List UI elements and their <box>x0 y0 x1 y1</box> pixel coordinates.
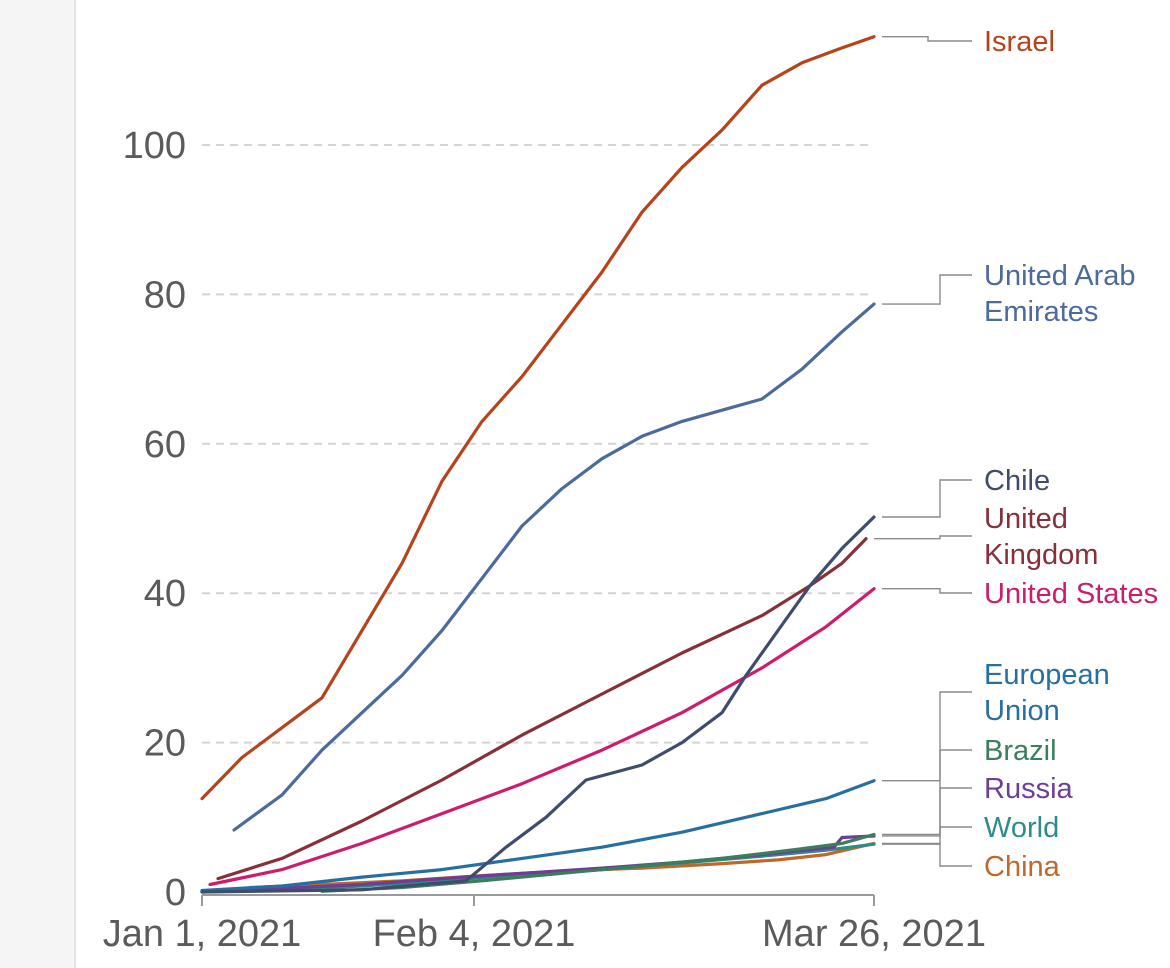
legend-label-israel: Israel <box>984 26 1055 58</box>
legend-label-united-states: United States <box>984 578 1158 610</box>
legend-label-line: United States <box>984 578 1158 610</box>
legend-label-line: United <box>984 503 1068 535</box>
y-tick-label-60: 60 <box>144 424 186 466</box>
y-tick-label-20: 20 <box>144 723 186 765</box>
x-tick-label-0: Jan 1, 2021 <box>103 913 302 955</box>
legend-connector-united-kingdom <box>874 535 972 540</box>
legend-label-european-union: European Union <box>984 659 1110 727</box>
legend-label-brazil: Brazil <box>984 735 1057 767</box>
x-tick-label-1: Feb 4, 2021 <box>373 913 576 955</box>
grid <box>202 144 874 744</box>
legend-connector-israel <box>882 35 972 42</box>
legend-label-line: Russia <box>984 773 1074 805</box>
series-line-united-states <box>208 587 876 887</box>
legend-label-line: Kingdom <box>984 539 1098 571</box>
series-line-united-kingdom <box>216 537 868 881</box>
series-line-united-arab-emirates <box>232 302 876 832</box>
legend-label-chile: Chile <box>984 465 1050 497</box>
legend-connector-european-union <box>882 691 972 782</box>
legend-label-line: Union <box>984 695 1060 727</box>
y-tick-label-100: 100 <box>123 125 186 167</box>
y-tick-label-0: 0 <box>165 872 186 914</box>
legend-connector-china <box>882 842 972 867</box>
legend-label-line: Israel <box>984 26 1055 58</box>
legend-label-line: Emirates <box>984 296 1098 328</box>
legend-connector-united-arab-emirates <box>882 274 972 305</box>
legend-connector-world <box>882 826 972 845</box>
legend-label-world: World <box>984 812 1059 844</box>
x-tick-label-2: Mar 26, 2021 <box>762 913 986 955</box>
axes: 0 20 40 60 80 100 Jan 1, 2021 Feb 4, 2021 Mar 26… <box>103 125 986 955</box>
legend-label-line: European <box>984 659 1110 691</box>
legend-label-line: Brazil <box>984 735 1057 767</box>
legend-label-united-arab-emirates: United Arab Emirates <box>984 260 1136 328</box>
legend-label-china: China <box>984 851 1061 883</box>
legend-connector-chile <box>882 479 972 518</box>
legend-connector-russia <box>882 787 972 837</box>
legend-label-russia: Russia <box>984 773 1074 805</box>
legend-connector-united-states <box>882 588 972 594</box>
legend-connector-brazil <box>882 749 972 836</box>
legend: Israel United Arab Emirates Chile United King… <box>874 26 1158 883</box>
legend-label-line: World <box>984 812 1059 844</box>
legend-label-line: Chile <box>984 465 1050 497</box>
series <box>200 35 876 894</box>
y-tick-label-40: 40 <box>144 573 186 615</box>
legend-label-line: United Arab <box>984 260 1136 292</box>
y-tick-label-80: 80 <box>144 274 186 316</box>
legend-label-united-kingdom: United Kingdom <box>984 503 1098 571</box>
legend-label-line: China <box>984 851 1061 883</box>
series-line-chile <box>200 515 876 894</box>
left-margin-strip <box>0 0 76 968</box>
series-line-israel <box>200 35 876 801</box>
series-line-european-union <box>200 779 876 893</box>
